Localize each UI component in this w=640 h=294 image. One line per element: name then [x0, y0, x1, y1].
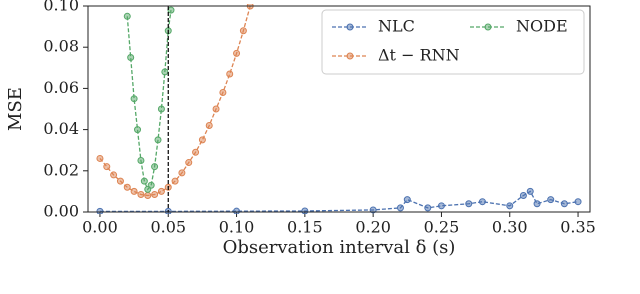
data-point	[137, 190, 145, 198]
x-tick-label: 0.10	[219, 218, 255, 237]
data-point	[140, 177, 148, 185]
x-tick-label: 0.05	[150, 218, 186, 237]
data-point	[137, 157, 145, 164]
data-point	[151, 163, 159, 171]
legend-label: NODE	[516, 17, 568, 36]
data-point	[198, 136, 206, 144]
y-tick-label: 0.10	[43, 0, 79, 15]
data-point	[547, 196, 555, 204]
legend-box	[321, 9, 585, 75]
data-point	[127, 54, 135, 61]
data-point	[161, 68, 169, 76]
data-point	[205, 121, 213, 129]
data-point	[369, 206, 377, 214]
legend-marker	[346, 52, 354, 60]
y-tick-label: 0.00	[43, 202, 79, 221]
data-point	[185, 159, 193, 167]
y-tick-label: 0.02	[43, 160, 79, 179]
data-point	[478, 198, 486, 206]
x-tick-label: 0.20	[355, 218, 391, 237]
x-tick-label: 0.30	[492, 218, 528, 237]
legend-marker	[484, 23, 492, 31]
data-point	[96, 207, 104, 214]
data-point	[134, 126, 142, 134]
legend-marker	[346, 23, 354, 31]
x-tick-label: 0.25	[424, 218, 460, 237]
data-point	[123, 12, 131, 20]
data-point	[533, 200, 541, 208]
data-point	[301, 207, 309, 214]
plot-layer	[96, 4, 582, 214]
data-point	[130, 95, 138, 103]
y-tick-label: 0.04	[43, 119, 79, 138]
data-point	[519, 192, 527, 200]
data-point	[151, 190, 159, 198]
data-point	[424, 204, 432, 212]
y-tick-label: 0.06	[43, 78, 79, 97]
data-point	[171, 177, 179, 185]
data-point	[233, 207, 241, 214]
data-point	[437, 202, 445, 210]
data-point	[123, 183, 131, 191]
data-point	[560, 200, 568, 208]
data-point	[154, 136, 162, 144]
data-point	[147, 181, 155, 189]
data-point	[130, 187, 138, 195]
data-point	[157, 105, 165, 113]
data-point	[396, 204, 404, 212]
data-point	[574, 198, 582, 206]
data-point	[212, 105, 220, 113]
data-point	[192, 148, 200, 156]
data-point	[96, 154, 104, 162]
legend-label: Δt − RNN	[378, 46, 460, 65]
data-point	[103, 163, 111, 171]
data-point	[465, 200, 473, 208]
data-point	[526, 187, 534, 195]
x-tick-label: 0.15	[287, 218, 323, 237]
data-point	[219, 89, 227, 97]
data-point	[167, 6, 175, 14]
data-point	[116, 177, 124, 185]
data-point	[178, 169, 186, 177]
legend-label: NLC	[378, 17, 415, 36]
x-tick-label: 0.00	[82, 218, 118, 237]
x-axis-label: Observation interval δ (s)	[223, 237, 456, 258]
x-tick-label: 0.35	[560, 218, 596, 237]
plot-frame	[87, 5, 591, 213]
data-point	[144, 192, 152, 200]
data-point	[110, 171, 118, 179]
data-point	[157, 187, 165, 195]
data-point	[239, 27, 247, 35]
data-point	[403, 196, 411, 204]
data-point	[506, 202, 514, 210]
y-axis-label: MSE	[5, 87, 26, 131]
y-tick-label: 0.08	[43, 37, 79, 56]
data-point	[233, 49, 241, 57]
data-point	[226, 70, 234, 78]
